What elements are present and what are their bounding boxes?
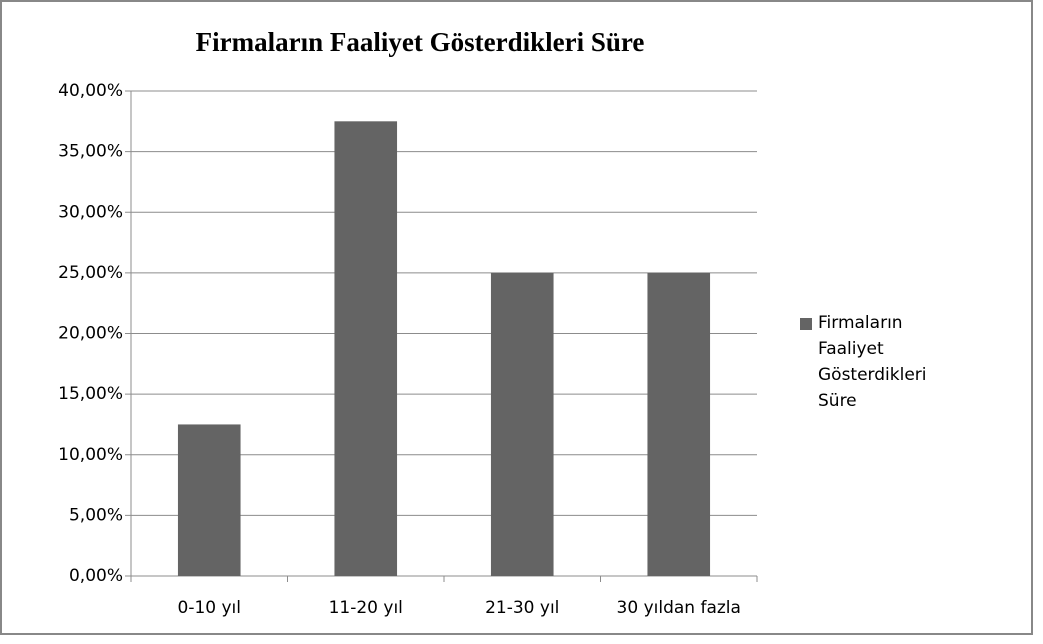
y-tick-label: 20,00%	[58, 324, 123, 344]
y-tick-label: 0,00%	[69, 566, 123, 586]
y-tick-label: 40,00%	[58, 81, 123, 101]
x-tick-label: 11-20 yıl	[329, 598, 403, 618]
legend-swatch	[800, 318, 812, 330]
x-tick-label: 0-10 yıl	[178, 598, 242, 618]
bar	[647, 272, 711, 576]
bar	[490, 272, 554, 576]
y-tick-label: 10,00%	[58, 445, 123, 465]
x-tick-label: 30 yıldan fazla	[617, 598, 741, 618]
legend: Firmaların Faaliyet Gösterdikleri Süre	[800, 310, 970, 414]
y-tick-label: 30,00%	[58, 202, 123, 222]
chart-title: Firmaların Faaliyet Gösterdikleri Süre	[196, 27, 645, 57]
y-tick-label: 15,00%	[58, 384, 123, 404]
legend-label: Firmaların Faaliyet Gösterdikleri Süre	[818, 313, 927, 411]
y-tick-label: 5,00%	[69, 505, 123, 525]
y-tick-label: 25,00%	[58, 263, 123, 283]
x-tick-label: 21-30 yıl	[485, 598, 559, 618]
bar	[177, 424, 241, 576]
bar	[334, 121, 398, 576]
y-tick-label: 35,00%	[58, 142, 123, 162]
